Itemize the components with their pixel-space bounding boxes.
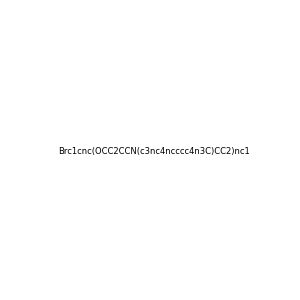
Text: Brc1cnc(OCC2CCN(c3nc4ncccc4n3C)CC2)nc1: Brc1cnc(OCC2CCN(c3nc4ncccc4n3C)CC2)nc1 xyxy=(58,147,250,156)
